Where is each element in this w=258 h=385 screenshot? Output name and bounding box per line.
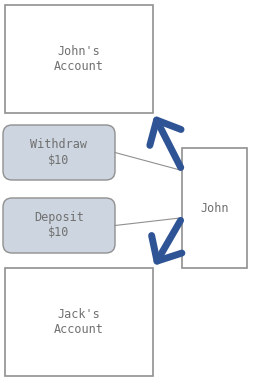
Text: Deposit
$10: Deposit $10 — [34, 211, 84, 239]
Bar — [5, 268, 153, 376]
FancyBboxPatch shape — [3, 198, 115, 253]
Bar — [5, 5, 153, 113]
Text: John: John — [200, 201, 229, 214]
Bar — [182, 148, 247, 268]
FancyBboxPatch shape — [3, 125, 115, 180]
Text: Withdraw
$10: Withdraw $10 — [30, 139, 87, 166]
Text: John's
Account: John's Account — [54, 45, 104, 73]
Text: Jack's
Account: Jack's Account — [54, 308, 104, 336]
